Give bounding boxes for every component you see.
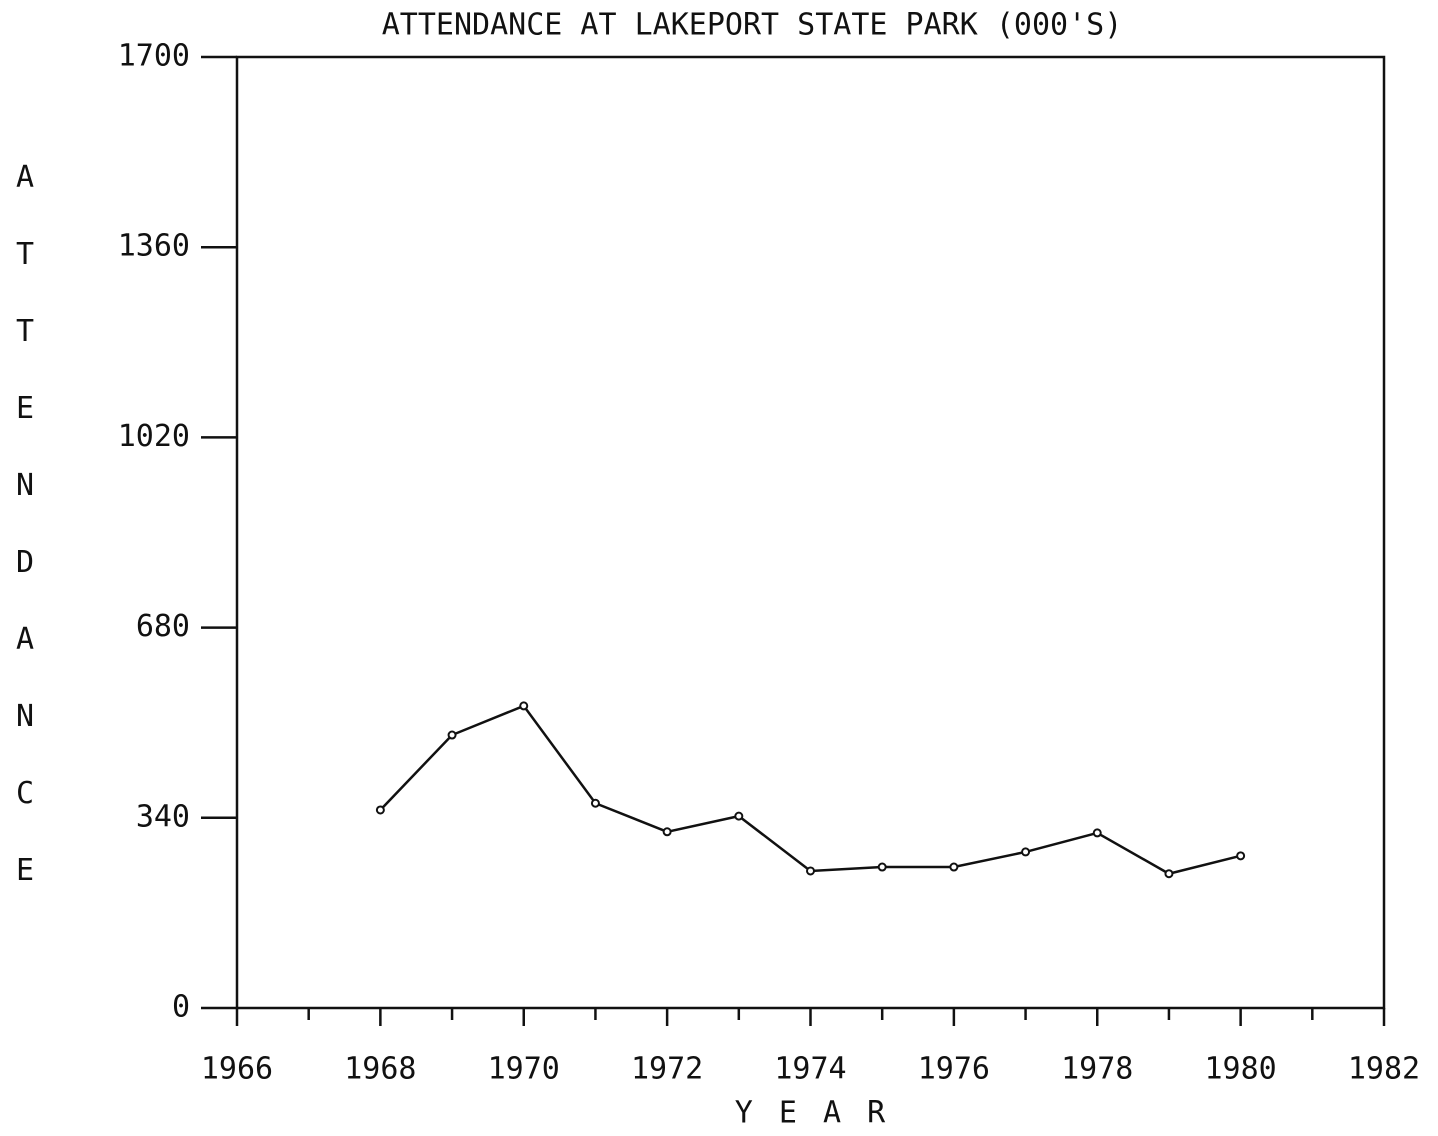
data-point: [1236, 851, 1246, 861]
x-tick-label: 1974: [774, 1052, 846, 1087]
data-point: [662, 827, 672, 837]
y-tick-label: 340: [136, 799, 190, 834]
chart-title: ATTENDANCE AT LAKEPORT STATE PARK (000'S…: [382, 8, 1123, 43]
data-point: [447, 730, 457, 740]
x-axis-label: Y E A R: [735, 1096, 886, 1131]
data-point: [1092, 828, 1102, 838]
data-point: [1021, 847, 1031, 857]
y-tick-label: 680: [136, 609, 190, 644]
data-point: [806, 866, 815, 876]
data-line: [379, 704, 1241, 876]
y-axis-label: ATTENDANCE: [8, 160, 43, 930]
data-point: [734, 811, 744, 821]
data-point: [375, 805, 385, 815]
x-tick-label: 1970: [488, 1052, 560, 1087]
x-tick-label: 1982: [1348, 1052, 1420, 1087]
data-point: [590, 798, 600, 808]
x-tick-label: 1966: [201, 1052, 273, 1087]
data-point: [949, 862, 959, 872]
x-tick-label: 1972: [631, 1052, 703, 1087]
y-tick-label: 1020: [118, 419, 190, 454]
y-tick-label: 0: [172, 990, 190, 1025]
y-tick-label: 1700: [118, 39, 190, 74]
y-tick-label: 1360: [118, 229, 190, 264]
x-tick-label: 1976: [918, 1052, 990, 1087]
x-tick-label: 1980: [1205, 1052, 1277, 1087]
x-tick-label: 1978: [1061, 1052, 1133, 1087]
x-tick-label: 1968: [344, 1052, 416, 1087]
plot-frame: [235, 55, 1386, 1010]
data-point: [877, 862, 887, 872]
data-point: [1164, 869, 1174, 879]
data-point: [519, 701, 529, 711]
